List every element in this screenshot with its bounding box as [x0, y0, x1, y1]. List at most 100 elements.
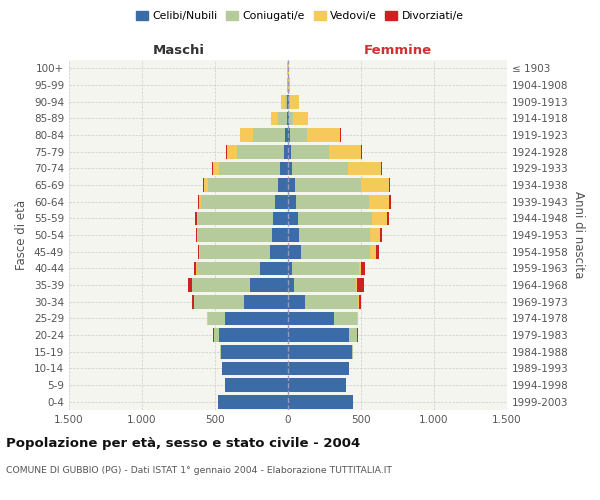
Bar	[195, 212, 197, 225]
Bar	[369, 195, 389, 208]
Bar	[288, 162, 292, 175]
Text: Popolazione per età, sesso e stato civile - 2004: Popolazione per età, sesso e stato civil…	[6, 438, 360, 450]
Bar	[376, 245, 379, 258]
Bar	[194, 262, 196, 275]
Bar	[288, 395, 353, 408]
Bar	[380, 228, 382, 242]
Bar	[370, 245, 376, 258]
Bar	[299, 228, 370, 242]
Bar	[194, 295, 244, 308]
Bar	[198, 245, 199, 258]
Bar	[289, 112, 293, 125]
Bar	[361, 262, 365, 275]
Bar	[281, 95, 284, 108]
Bar	[292, 262, 359, 275]
Bar	[205, 178, 208, 192]
Bar	[240, 128, 253, 142]
Bar	[288, 212, 298, 225]
Bar	[289, 95, 290, 108]
Bar	[253, 128, 285, 142]
Bar	[278, 112, 287, 125]
Bar	[296, 195, 369, 208]
Bar	[218, 395, 288, 408]
Bar	[307, 128, 340, 142]
Bar	[298, 212, 371, 225]
Bar	[280, 162, 288, 175]
Bar	[220, 345, 221, 358]
Bar	[290, 145, 329, 158]
Bar	[288, 378, 346, 392]
Bar	[285, 128, 288, 142]
Bar	[356, 278, 357, 292]
Y-axis label: Fasce di età: Fasce di età	[16, 200, 28, 270]
Bar	[371, 212, 388, 225]
Bar	[370, 228, 380, 242]
Bar	[221, 345, 288, 358]
Bar	[288, 112, 289, 125]
Bar	[389, 178, 390, 192]
Bar	[275, 195, 288, 208]
Bar	[288, 362, 349, 375]
Y-axis label: Anni di nascita: Anni di nascita	[572, 192, 585, 278]
Bar	[288, 328, 349, 342]
Bar	[188, 278, 192, 292]
Bar	[203, 178, 205, 192]
Bar	[288, 95, 289, 108]
Bar	[288, 228, 299, 242]
Bar	[193, 278, 250, 292]
Text: Femmine: Femmine	[364, 44, 431, 57]
Bar	[287, 95, 288, 108]
Bar	[225, 312, 288, 325]
Bar	[334, 312, 357, 325]
Bar	[295, 178, 361, 192]
Legend: Celibi/Nubili, Coniugati/e, Vedovi/e, Divorziati/e: Celibi/Nubili, Coniugati/e, Vedovi/e, Di…	[132, 6, 468, 26]
Bar	[352, 345, 353, 358]
Bar	[388, 212, 389, 225]
Bar	[329, 145, 361, 158]
Bar	[223, 362, 288, 375]
Bar	[290, 128, 307, 142]
Bar	[349, 328, 357, 342]
Bar	[288, 278, 293, 292]
Bar	[198, 212, 274, 225]
Bar	[244, 295, 288, 308]
Bar	[288, 195, 296, 208]
Bar	[288, 245, 301, 258]
Bar	[389, 195, 391, 208]
Bar	[381, 162, 382, 175]
Bar	[260, 262, 288, 275]
Bar	[193, 295, 194, 308]
Bar	[220, 328, 288, 342]
Bar	[278, 178, 288, 192]
Bar	[214, 328, 220, 342]
Bar	[237, 145, 284, 158]
Bar	[292, 162, 348, 175]
Bar	[227, 145, 237, 158]
Bar	[197, 228, 198, 242]
Bar	[197, 262, 260, 275]
Bar	[271, 245, 288, 258]
Bar	[359, 295, 361, 308]
Bar	[208, 312, 225, 325]
Bar	[288, 128, 290, 142]
Bar	[288, 145, 290, 158]
Bar	[218, 162, 280, 175]
Bar	[348, 162, 381, 175]
Bar	[357, 278, 364, 292]
Bar	[305, 295, 358, 308]
Bar	[212, 162, 218, 175]
Bar	[289, 78, 290, 92]
Bar	[284, 95, 287, 108]
Bar	[288, 312, 334, 325]
Text: Maschi: Maschi	[152, 44, 205, 57]
Bar	[293, 278, 356, 292]
Bar	[198, 228, 272, 242]
Bar	[208, 178, 278, 192]
Bar	[201, 195, 275, 208]
Bar	[284, 145, 288, 158]
Bar	[250, 278, 288, 292]
Bar	[198, 195, 199, 208]
Bar	[200, 245, 271, 258]
Bar	[272, 228, 288, 242]
Bar	[199, 195, 201, 208]
